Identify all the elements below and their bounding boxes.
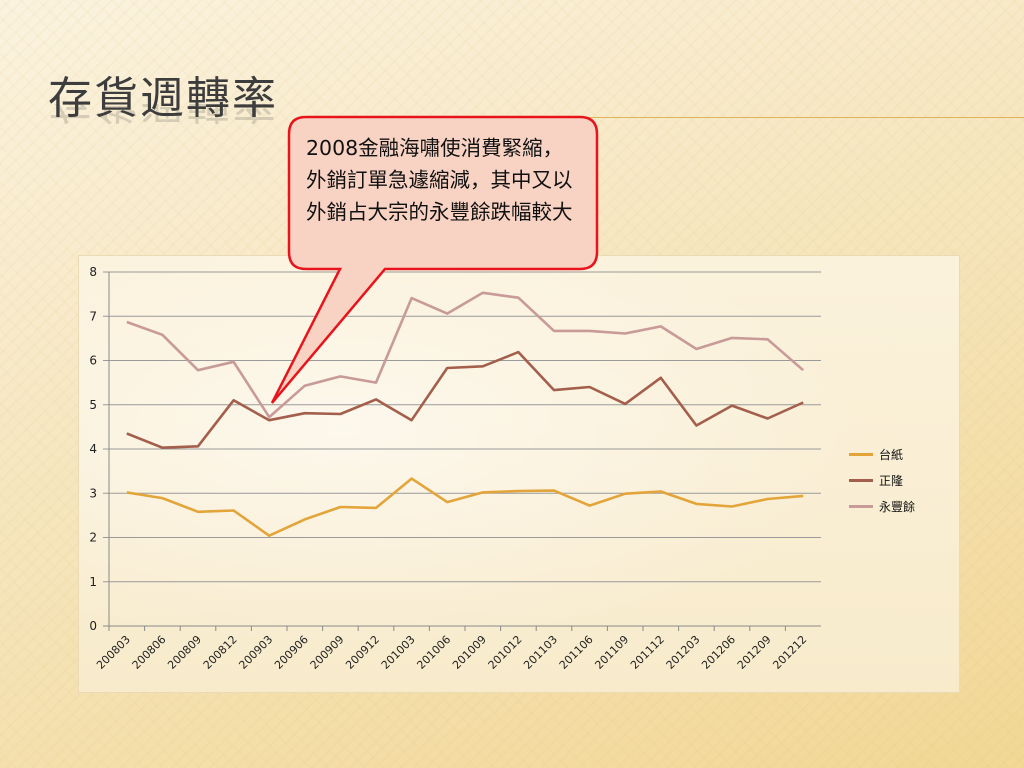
legend-item: 台紙 [849,441,915,467]
series-line-2 [126,291,805,419]
y-tick-label: 8 [89,265,97,279]
y-tick-label: 3 [89,486,97,500]
x-tick-label: 201103 [521,633,560,672]
x-axis-ticks: 2008032008062008092008122009032009062009… [94,626,809,672]
y-tick-label: 1 [89,575,97,589]
x-tick-label: 200803 [94,633,133,672]
x-tick-label: 200806 [130,633,169,672]
callout-text: 2008金融海嘯使消費緊縮，外銷訂單急遽縮減，其中又以外銷占大宗的永豐餘跌幅較大 [306,136,573,224]
legend-swatch [849,452,873,456]
x-tick-label: 200903 [236,633,275,672]
y-tick-label: 2 [89,531,97,545]
chart-panel: 0 1 2 3 4 5 6 7 8 200803 200806 200809 200812 200903… [78,255,960,693]
title-divider [300,117,1024,118]
x-tick-label: 201209 [735,633,774,672]
y-tick-label: 5 [89,398,97,412]
x-tick-label: 201206 [699,633,738,672]
x-tick-label: 201112 [628,633,667,672]
legend-label: 永豐餘 [879,499,916,514]
x-tick-label: 200912 [343,633,382,672]
x-tick-label: 200909 [308,633,347,672]
slide-title: 存貨週轉率 [48,73,278,124]
legend-item: 正隆 [849,467,915,493]
x-tick-label: 201012 [486,633,525,672]
y-tick-label: 6 [89,354,97,368]
x-tick-label: 201009 [450,633,489,672]
series-lines [126,291,805,538]
legend-swatch [849,478,873,482]
x-tick-label: 200906 [272,633,311,672]
x-tick-label: 201203 [664,633,703,672]
y-tick-label: 7 [89,309,97,323]
series-line-0 [126,477,804,538]
slide-title-reflection: 存貨週轉率 [48,104,278,138]
x-tick-label: 201003 [379,633,418,672]
gridlines [103,271,821,627]
y-tick-label: 4 [89,442,97,456]
x-tick-label: 201212 [770,633,809,672]
x-tick-label: 201006 [414,633,453,672]
y-tick-label: 0 [89,619,97,633]
legend-label: 台紙 [879,447,904,462]
chart-legend: 台紙 正隆 永豐餘 [849,441,915,519]
y-axis-ticks: 0 1 2 3 4 5 6 7 8 [89,265,97,633]
x-tick-label: 201109 [592,633,631,672]
line-chart: 0 1 2 3 4 5 6 7 8 200803200806200809200812200903… [89,265,821,672]
series-line-1 [126,350,804,449]
x-tick-label: 200812 [201,633,240,672]
legend-item: 永豐餘 [849,493,915,519]
legend-swatch [849,504,873,508]
x-tick-label: 201106 [557,633,596,672]
x-tick-label: 200809 [165,633,204,672]
legend-label: 正隆 [879,473,904,488]
